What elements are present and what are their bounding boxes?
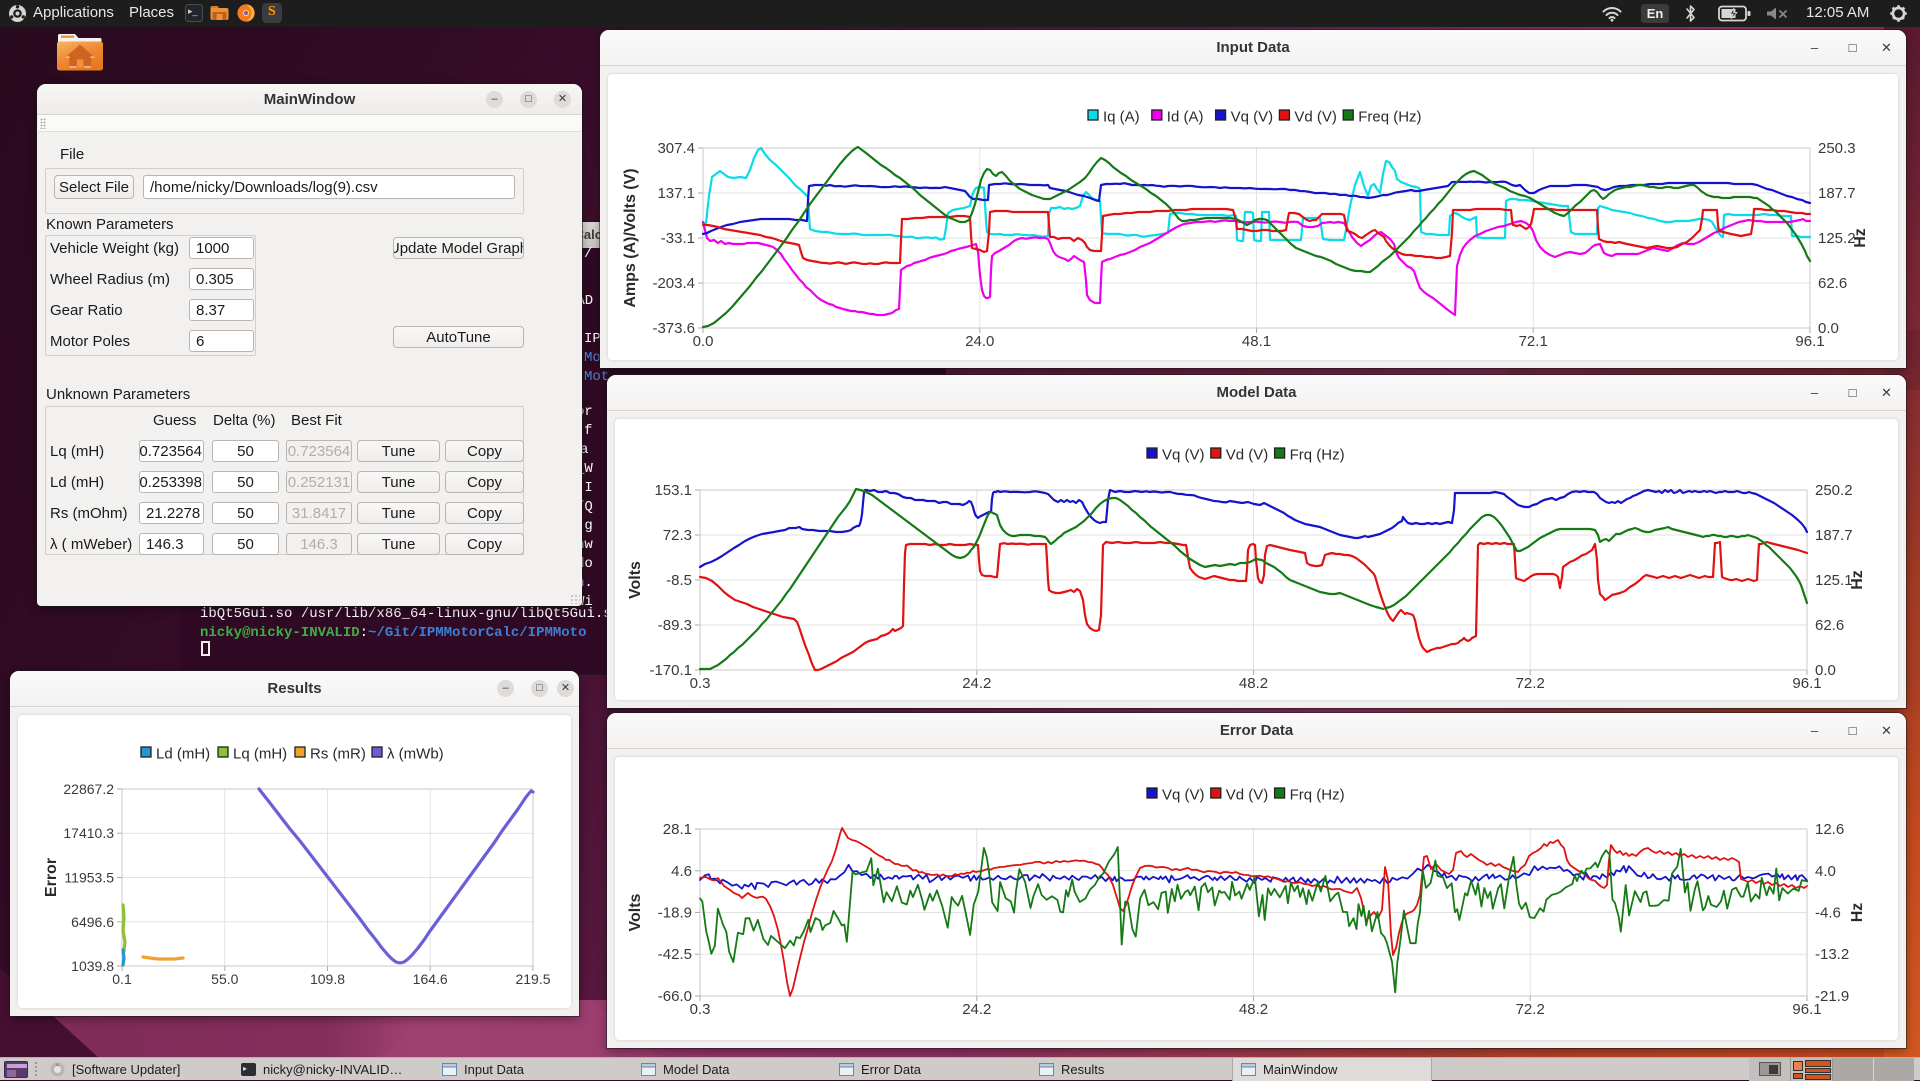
svg-text:Amps (A)/Volts (V): Amps (A)/Volts (V): [622, 168, 639, 307]
svg-text:Volts: Volts: [627, 893, 644, 931]
svg-text:250.3: 250.3: [1818, 140, 1856, 157]
svg-text:96.1: 96.1: [1795, 333, 1824, 350]
svg-text:307.4: 307.4: [657, 140, 695, 157]
svg-text:-170.1: -170.1: [649, 662, 692, 679]
svg-text:72.2: 72.2: [1516, 675, 1545, 692]
svg-text:72.3: 72.3: [663, 527, 692, 544]
svg-text:1039.8: 1039.8: [71, 958, 114, 974]
svg-text:6496.6: 6496.6: [71, 914, 114, 930]
svg-text:0.0: 0.0: [1818, 320, 1839, 337]
svg-text:219.5: 219.5: [515, 971, 550, 987]
svg-text:96.1: 96.1: [1792, 1001, 1821, 1018]
svg-text:4.0: 4.0: [1815, 863, 1836, 880]
svg-text:125.1: 125.1: [1815, 572, 1853, 589]
svg-text:17410.3: 17410.3: [63, 825, 114, 841]
svg-text:48.2: 48.2: [1239, 675, 1268, 692]
svg-text:96.1: 96.1: [1792, 675, 1821, 692]
svg-text:Hz: Hz: [1852, 228, 1869, 248]
svg-text:0.1: 0.1: [112, 971, 132, 987]
svg-text:24.2: 24.2: [962, 1001, 991, 1018]
svg-text:28.1: 28.1: [663, 821, 692, 838]
svg-text:55.0: 55.0: [211, 971, 238, 987]
svg-text:-373.6: -373.6: [652, 320, 695, 337]
svg-text:Frq (Hz): Frq (Hz): [1290, 447, 1345, 464]
svg-text:Vd (V): Vd (V): [1226, 787, 1269, 804]
svg-text:-66.0: -66.0: [658, 988, 692, 1005]
svg-text:Volts: Volts: [627, 561, 644, 599]
svg-text:48.1: 48.1: [1242, 333, 1271, 350]
svg-text:4.6: 4.6: [671, 863, 692, 880]
svg-text:Vq (V): Vq (V): [1231, 109, 1274, 126]
svg-text:62.6: 62.6: [1818, 275, 1847, 292]
svg-text:0.0: 0.0: [1815, 662, 1836, 679]
svg-text:Id (A): Id (A): [1167, 109, 1204, 126]
svg-text:12.6: 12.6: [1815, 821, 1844, 838]
svg-text:125.2: 125.2: [1818, 230, 1856, 247]
svg-text:Hz: Hz: [1849, 570, 1866, 590]
svg-text:-203.4: -203.4: [652, 275, 695, 292]
svg-text:48.2: 48.2: [1239, 1001, 1268, 1018]
svg-text:0.3: 0.3: [690, 675, 711, 692]
svg-text:-21.9: -21.9: [1815, 988, 1849, 1005]
svg-text:22867.2: 22867.2: [63, 781, 114, 797]
svg-text:72.2: 72.2: [1516, 1001, 1545, 1018]
svg-text:λ (mWb): λ (mWb): [387, 746, 444, 763]
svg-text:-89.3: -89.3: [658, 617, 692, 634]
svg-text:153.1: 153.1: [654, 482, 692, 499]
svg-text:0.3: 0.3: [690, 1001, 711, 1018]
svg-text:-13.2: -13.2: [1815, 946, 1849, 963]
svg-text:24.2: 24.2: [962, 675, 991, 692]
svg-text:-4.6: -4.6: [1815, 905, 1841, 922]
svg-text:-33.1: -33.1: [661, 230, 695, 247]
svg-text:72.1: 72.1: [1519, 333, 1548, 350]
svg-text:Frq (Hz): Frq (Hz): [1290, 787, 1345, 804]
svg-text:Hz: Hz: [1849, 903, 1866, 923]
svg-text:0.0: 0.0: [693, 333, 714, 350]
svg-text:Vq (V): Vq (V): [1162, 787, 1205, 804]
svg-text:62.6: 62.6: [1815, 617, 1844, 634]
svg-text:187.7: 187.7: [1815, 527, 1853, 544]
svg-text:Rs (mR): Rs (mR): [310, 746, 366, 763]
svg-text:Ld (mH): Ld (mH): [156, 746, 210, 763]
svg-text:-8.5: -8.5: [666, 572, 692, 589]
svg-text:-18.9: -18.9: [658, 905, 692, 922]
svg-text:Lq (mH): Lq (mH): [233, 746, 287, 763]
svg-text:250.2: 250.2: [1815, 482, 1853, 499]
svg-text:Error: Error: [43, 858, 60, 897]
svg-text:Iq (A): Iq (A): [1103, 109, 1140, 126]
svg-text:-42.5: -42.5: [658, 946, 692, 963]
svg-text:Vd (V): Vd (V): [1294, 109, 1337, 126]
svg-text:187.7: 187.7: [1818, 185, 1856, 202]
svg-text:11953.5: 11953.5: [64, 870, 114, 886]
svg-text:137.1: 137.1: [657, 185, 695, 202]
svg-text:109.8: 109.8: [310, 971, 345, 987]
svg-text:Vq (V): Vq (V): [1162, 447, 1205, 464]
svg-text:Freq (Hz): Freq (Hz): [1358, 109, 1421, 126]
svg-text:24.0: 24.0: [965, 333, 994, 350]
svg-text:164.6: 164.6: [413, 971, 448, 987]
svg-text:Vd (V): Vd (V): [1226, 447, 1269, 464]
